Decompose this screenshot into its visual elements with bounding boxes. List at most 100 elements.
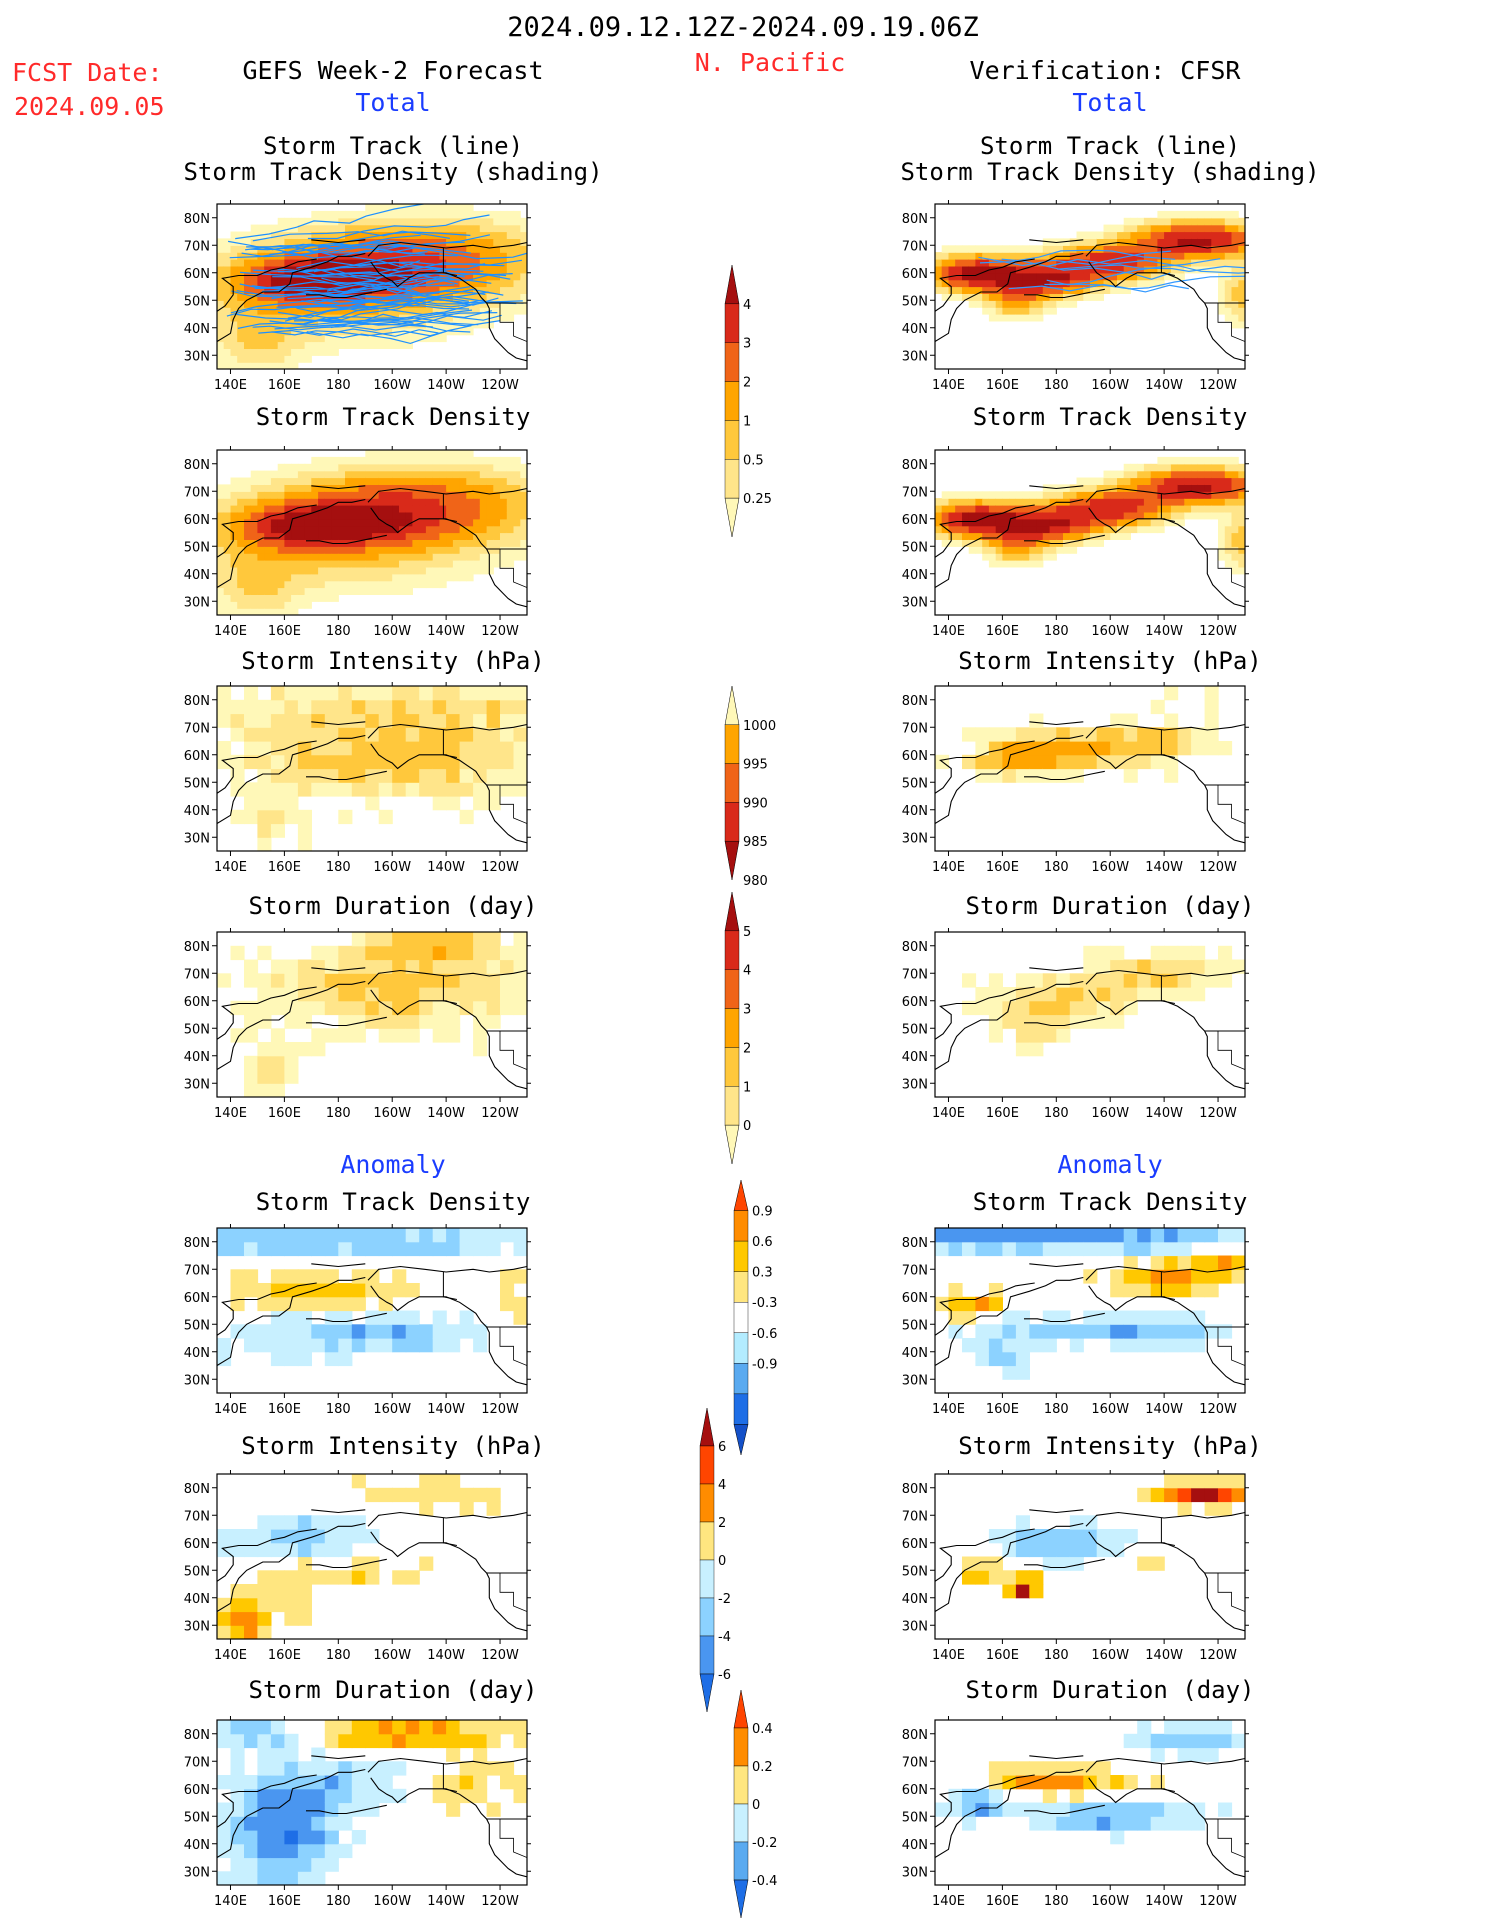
left-column-title: GEFS Week-2 Forecast [242, 56, 544, 85]
lat-tick-label: 80N [902, 1482, 928, 1497]
right-p5-title: Storm Track Density [972, 1188, 1248, 1216]
lon-tick-label: 160W [1091, 860, 1129, 875]
lon-tick-label: 120W [1199, 860, 1237, 875]
lon-tick-label: 120W [1199, 624, 1237, 639]
lat-tick-label: 40N [184, 568, 210, 583]
colorbar-label: 0.2 [752, 1760, 773, 1775]
lat-tick-label: 40N [184, 1346, 210, 1361]
lat-tick-label: 30N [902, 1865, 928, 1880]
colorbar-duration-total: 5 4 3 2 1 0 [724, 891, 751, 1165]
lat-tick-label: 70N [184, 1755, 210, 1770]
colorbar-label: 1 [743, 1080, 751, 1095]
lon-tick-label: 140W [1145, 1402, 1183, 1417]
forecast-period: 2024.09.12.12Z-2024.09.19.06Z [507, 12, 979, 43]
colorbar-intensity-total: 1000 995 990 985 980 [724, 685, 776, 889]
lat-tick-label: 30N [184, 349, 210, 364]
lon-tick-label: 140E [932, 624, 965, 639]
colorbar-label: 995 [743, 758, 768, 773]
lon-tick-label: 160E [986, 1648, 1019, 1663]
colorbar-label: 0.25 [743, 492, 772, 507]
colorbar-label: -0.4 [752, 1874, 777, 1889]
lat-tick-label: 50N [902, 1022, 928, 1037]
colorbar-label: 2 [743, 376, 751, 391]
lon-tick-label: 140W [1145, 378, 1183, 393]
lat-tick-label: 60N [902, 1291, 928, 1306]
lat-tick-label: 40N [184, 804, 210, 819]
lon-tick-label: 180 [1044, 624, 1069, 639]
colorbar-label: 4 [743, 964, 751, 979]
lat-tick-label: 80N [902, 1728, 928, 1743]
colorbar-label: 0.9 [752, 1205, 773, 1220]
lat-tick-label: 50N [902, 1318, 928, 1333]
forecast-intensity-map: 80N 70N 60N 50N 40N 30N 140E 160E 180 160W 140W 120… [184, 682, 531, 875]
lon-tick-label: 140W [1145, 1106, 1183, 1121]
colorbar-intensity-anom: 6 4 2 0 -2 -4 -6 [699, 1407, 731, 1713]
lat-tick-label: 40N [184, 322, 210, 337]
colorbar-label: 0.4 [752, 1722, 773, 1737]
verification-duration-anom-map: 80N 70N 60N 50N 40N 30N 140E 160E 180 160W 140W 120… [902, 1716, 1249, 1909]
lon-tick-label: 160E [268, 860, 301, 875]
lon-tick-label: 120W [481, 378, 519, 393]
lon-tick-label: 120W [481, 1648, 519, 1663]
lat-tick-label: 60N [902, 995, 928, 1010]
lat-tick-label: 60N [184, 995, 210, 1010]
lon-tick-label: 140W [1145, 1894, 1183, 1909]
verification-intensity-anom-map: 80N 70N 60N 50N 40N 30N 140E 160E 180 160W 140W 120… [902, 1470, 1249, 1663]
lon-tick-label: 160E [268, 1402, 301, 1417]
left-total-label: Total [355, 88, 431, 117]
colorbar-density-anom: 0.9 0.6 0.3 -0.3 -0.6 -0.9 [733, 1179, 777, 1456]
lat-tick-label: 60N [184, 267, 210, 282]
lat-tick-label: 40N [902, 568, 928, 583]
lat-tick-label: 80N [184, 212, 210, 227]
lon-tick-label: 140E [214, 1648, 247, 1663]
lon-tick-label: 140E [214, 378, 247, 393]
left-p1-title: Storm Track (line) Storm Track Density (s… [183, 132, 603, 186]
forecast-duration-map: 80N 70N 60N 50N 40N 30N 140E 160E 180 160W 140W 120… [184, 928, 531, 1121]
right-p7-title: Storm Duration (day) [965, 1676, 1255, 1704]
lon-tick-label: 120W [1199, 1106, 1237, 1121]
lat-tick-label: 60N [902, 1783, 928, 1798]
lon-tick-label: 160W [373, 1402, 411, 1417]
lat-tick-label: 80N [184, 1482, 210, 1497]
lat-tick-label: 50N [902, 776, 928, 791]
lon-tick-label: 140E [214, 860, 247, 875]
lon-tick-label: 140E [932, 1648, 965, 1663]
lon-tick-label: 180 [326, 1648, 351, 1663]
lat-tick-label: 60N [184, 749, 210, 764]
lat-tick-label: 30N [184, 1077, 210, 1092]
lon-tick-label: 140E [214, 624, 247, 639]
right-p3-title: Storm Intensity (hPa) [958, 647, 1262, 675]
lon-tick-label: 140W [1145, 860, 1183, 875]
lat-tick-label: 50N [184, 1318, 210, 1333]
lon-tick-label: 180 [1044, 860, 1069, 875]
colorbar-label: 3 [743, 1003, 751, 1018]
lon-tick-label: 120W [481, 1894, 519, 1909]
lat-tick-label: 80N [184, 940, 210, 955]
lon-tick-label: 180 [1044, 1894, 1069, 1909]
right-p6-title: Storm Intensity (hPa) [958, 1432, 1262, 1460]
colorbar-duration-anom: 0.4 0.2 0 -0.2 -0.4 [733, 1689, 777, 1919]
lat-tick-label: 60N [184, 1291, 210, 1306]
lat-tick-label: 60N [184, 1537, 210, 1552]
lat-tick-label: 80N [184, 1236, 210, 1251]
left-p7-title: Storm Duration (day) [248, 1676, 538, 1704]
lon-tick-label: 180 [1044, 1648, 1069, 1663]
lon-tick-label: 160E [986, 1402, 1019, 1417]
colorbar-label: 1 [743, 414, 751, 429]
lat-tick-label: 80N [184, 694, 210, 709]
colorbar-label: -0.3 [752, 1296, 777, 1311]
colorbar-label: 4 [743, 298, 751, 313]
lon-tick-label: 180 [326, 624, 351, 639]
forecast-duration-anom-map: 80N 70N 60N 50N 40N 30N 140E 160E 180 160W 140W 120… [184, 1716, 531, 1909]
verification-intensity-map: 80N 70N 60N 50N 40N 30N 140E 160E 180 160W 140W 120… [902, 682, 1249, 875]
lat-tick-label: 60N [902, 267, 928, 282]
lon-tick-label: 140W [427, 624, 465, 639]
lat-tick-label: 70N [902, 1263, 928, 1278]
lon-tick-label: 160E [986, 624, 1019, 639]
lat-tick-label: 30N [902, 1373, 928, 1388]
left-p3-title: Storm Intensity (hPa) [241, 647, 545, 675]
right-p1-title: Storm Track (line) Storm Track Density (s… [900, 132, 1320, 186]
left-p2-title: Storm Track Density [255, 403, 531, 431]
